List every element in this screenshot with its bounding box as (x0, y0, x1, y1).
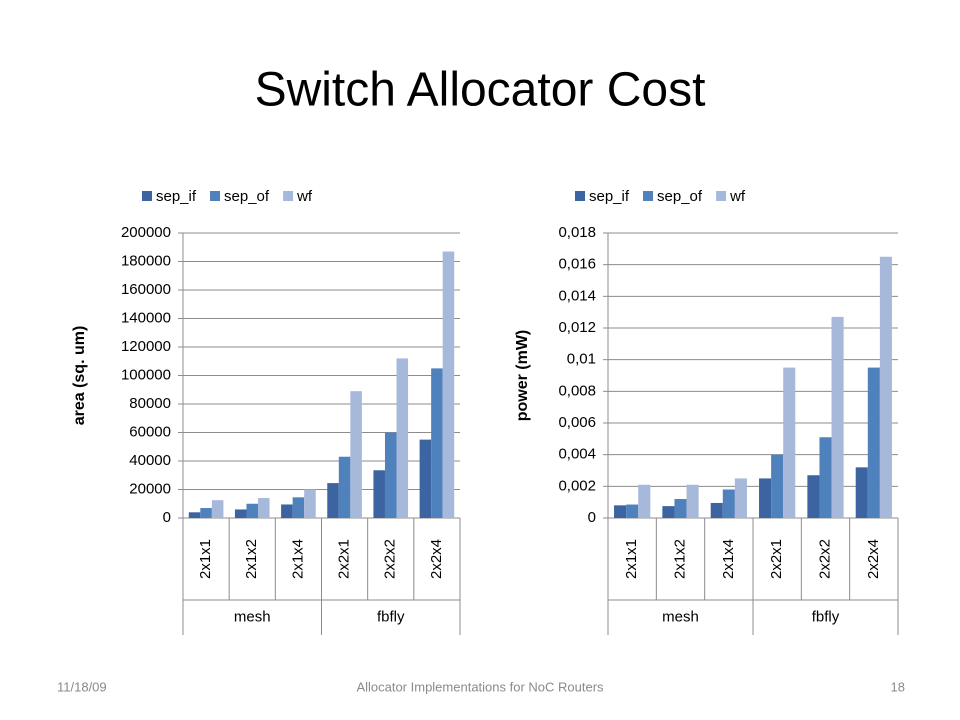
bar (734, 478, 747, 518)
bar (831, 316, 844, 518)
legend-label: sep_of (224, 188, 270, 205)
y-tick-label: 0 (163, 509, 171, 526)
bar (234, 509, 247, 518)
bar (304, 489, 316, 518)
bar (722, 489, 735, 518)
legend-label: wf (729, 188, 746, 205)
y-tick-label: 140000 (121, 309, 171, 326)
x-tick-label: 2x1x1 (197, 539, 214, 579)
bar (879, 256, 892, 518)
legend-swatch (575, 191, 585, 201)
x-tick-label: 2x1x1 (623, 539, 640, 579)
y-tick-label: 0,016 (558, 256, 596, 273)
legend-swatch (210, 191, 221, 201)
y-tick-label: 100000 (121, 366, 171, 383)
legend-label: sep_of (657, 188, 703, 205)
bar (442, 251, 455, 518)
y-tick-label: 0,018 (558, 224, 596, 241)
bar (246, 503, 259, 518)
x-tick-label: 2x2x2 (382, 539, 399, 579)
y-tick-label: 0,008 (558, 382, 596, 399)
bar (819, 437, 832, 518)
bar (686, 484, 699, 518)
legend-label: sep_if (156, 188, 197, 205)
y-axis-title: area (sq. um) (71, 326, 88, 426)
x-tick-label: 2x1x4 (289, 539, 306, 579)
x-tick-label: 2x2x4 (865, 539, 882, 579)
bar (807, 475, 820, 518)
bar (327, 483, 339, 518)
x-tick-label: 2x1x4 (720, 539, 737, 579)
y-tick-label: 0,012 (558, 319, 596, 336)
y-tick-label: 0,006 (558, 414, 596, 431)
x-tick-label: 2x1x2 (243, 539, 260, 579)
bar (674, 499, 687, 518)
bar (662, 506, 675, 518)
page-number: 18 (891, 679, 905, 694)
y-axis-title: power (mW) (514, 330, 531, 422)
bar (771, 454, 784, 518)
y-tick-label: 0 (588, 509, 596, 526)
y-tick-label: 200000 (121, 224, 171, 241)
legend-swatch (643, 191, 654, 201)
y-tick-label: 40000 (129, 452, 171, 469)
y-tick-label: 0,014 (558, 287, 596, 304)
bar (338, 456, 351, 518)
bar (783, 367, 796, 518)
y-tick-label: 0,004 (558, 446, 596, 463)
x-tick-label: 2x2x4 (428, 539, 445, 579)
group-label: mesh (662, 608, 699, 625)
bar (710, 502, 723, 518)
bar (350, 391, 362, 518)
bar (258, 498, 270, 518)
x-tick-label: 2x2x1 (336, 539, 353, 579)
bar (384, 432, 397, 518)
bar (419, 439, 432, 518)
x-tick-label: 2x2x2 (816, 539, 833, 579)
group-label: mesh (234, 608, 271, 625)
bar (431, 368, 443, 518)
bar (200, 508, 212, 518)
bar (396, 358, 409, 518)
bar (373, 470, 385, 518)
bar (292, 497, 305, 518)
bar (211, 500, 224, 518)
legend-swatch (142, 191, 152, 201)
bar (188, 512, 201, 518)
y-tick-label: 80000 (129, 395, 171, 412)
bar (867, 367, 880, 518)
bar (626, 504, 639, 518)
legend-swatch (283, 191, 294, 201)
bar (281, 504, 293, 518)
y-tick-label: 60000 (129, 423, 171, 440)
legend-swatch (716, 191, 727, 201)
legend-label: sep_if (589, 188, 630, 205)
y-tick-label: 180000 (121, 252, 171, 269)
group-label: fbfly (812, 608, 840, 625)
y-tick-label: 0,01 (567, 351, 596, 368)
footer-date: 11/18/09 (57, 679, 107, 694)
bar (614, 505, 627, 518)
y-tick-label: 0,002 (558, 477, 596, 494)
bar (855, 467, 868, 518)
y-tick-label: 20000 (129, 480, 171, 497)
slide-title: Switch Allocator Cost (255, 64, 706, 117)
legend-label: wf (296, 188, 313, 205)
bar (638, 484, 651, 518)
footer-text: Allocator Implementations for NoC Router… (356, 679, 604, 694)
y-tick-label: 160000 (121, 281, 171, 298)
x-tick-label: 2x1x2 (671, 539, 688, 579)
bar (759, 478, 772, 518)
x-tick-label: 2x2x1 (768, 539, 785, 579)
y-tick-label: 120000 (121, 338, 171, 355)
group-label: fbfly (377, 608, 405, 625)
